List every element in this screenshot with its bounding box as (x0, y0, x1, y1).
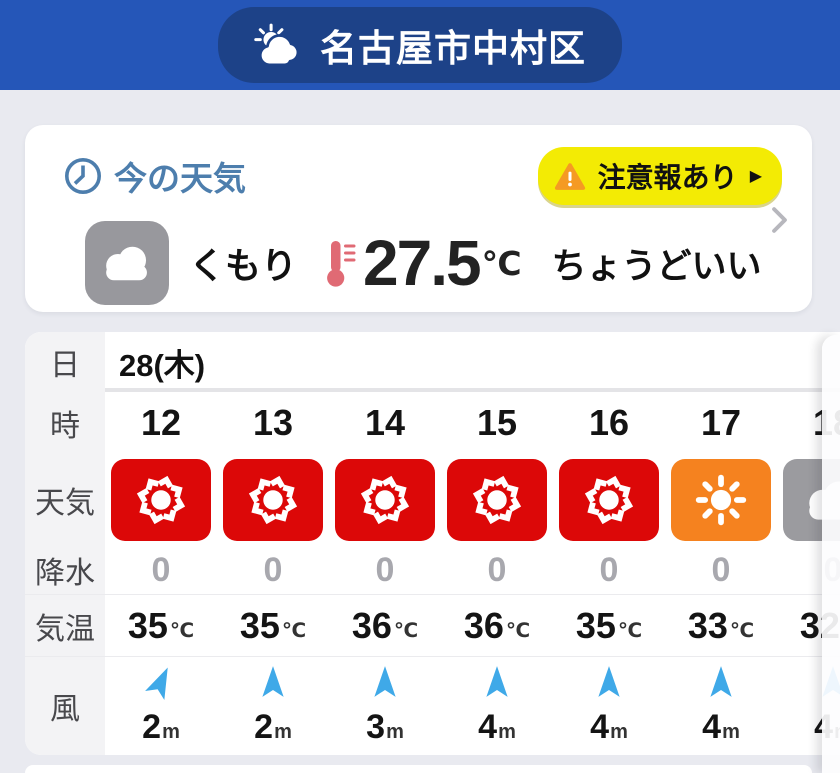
wind-speed: 2 (142, 708, 162, 746)
cloud-icon (106, 246, 147, 281)
sun-icon (671, 458, 771, 541)
pinwheel-sun-icon (559, 458, 659, 541)
wind-unit: m (274, 721, 292, 743)
hour-value: 15 (476, 402, 518, 443)
temp-unit: ℃ (169, 619, 195, 642)
pinwheel-sun-icon (447, 458, 547, 541)
precip-value: 0 (263, 550, 283, 589)
wind-speed: 2 (254, 708, 274, 746)
forecast-precip-row: 降水 0 0 0 0 0 0 0 (25, 545, 840, 595)
temp-unit: ℃ (617, 619, 643, 642)
wind-arrow-icon (145, 667, 168, 700)
wind-unit: m (162, 721, 180, 743)
right-edge-panel (822, 335, 840, 773)
current-condition-label: くもり (189, 245, 298, 286)
hour-value: 14 (364, 402, 406, 443)
forecast-temp-row: 気温 35℃ 35℃ 36℃ 36℃ 35℃ 33℃ 32℃ (25, 595, 840, 657)
hourly-forecast-table[interactable]: 日 28(木) 時 12 13 14 15 16 17 18 天気 (25, 332, 840, 755)
thermometer-icon (327, 241, 356, 287)
section-title: 今の天気 (63, 152, 246, 200)
temp-value: 36 (351, 605, 392, 646)
forecast-hour-row: 時 12 13 14 15 16 17 18 (25, 392, 840, 454)
advisory-label: 注意報あり (597, 162, 738, 193)
wind-unit: m (610, 721, 628, 743)
pinwheel-sun-icon (335, 458, 435, 541)
precip-value: 0 (599, 550, 619, 589)
temp-unit: ℃ (505, 619, 531, 642)
current-temperature-value: 27.5 (363, 227, 482, 299)
pinwheel-sun-icon (111, 458, 211, 541)
comfort-comment: ちょうどいい (551, 246, 762, 286)
precip-value: 0 (151, 550, 171, 589)
row-label-wind: 風 (25, 657, 105, 755)
wind-arrow-icon (374, 666, 396, 697)
temp-unit: ℃ (729, 619, 755, 642)
wind-speed: 3 (366, 708, 386, 746)
row-label-weather: 天気 (25, 454, 105, 545)
current-weather-card[interactable]: 今の天気 注意報あり ▶ くもり (25, 125, 812, 312)
location-button[interactable]: 名古屋市中村区 (218, 7, 622, 83)
hour-value: 12 (140, 402, 182, 443)
temp-value: 36 (463, 605, 504, 646)
app-header: 名古屋市中村区 (0, 0, 840, 90)
forecast-date-row: 日 28(木) (25, 332, 840, 392)
wind-arrow-icon (486, 666, 508, 697)
wind-unit: m (722, 721, 740, 743)
precip-value: 0 (487, 550, 507, 589)
temp-unit: ℃ (281, 619, 307, 642)
row-label-temp: 気温 (25, 595, 105, 657)
temp-value: 35 (239, 605, 280, 646)
warning-triangle-icon (554, 162, 585, 190)
row-label-hour: 時 (25, 392, 105, 454)
precip-value: 0 (375, 550, 395, 589)
next-section-card-top (25, 765, 812, 773)
location-label: 名古屋市中村区 (320, 28, 586, 69)
row-label-day: 日 (25, 332, 105, 392)
wind-arrow-icon (710, 666, 732, 697)
chevron-right-icon[interactable] (771, 207, 788, 233)
sun-behind-cloud-icon (254, 23, 300, 67)
wind-speed: 4 (590, 708, 610, 746)
hour-value: 17 (700, 402, 742, 443)
advisory-arrow-icon: ▶ (749, 168, 762, 185)
wind-unit: m (498, 721, 516, 743)
temp-value: 35 (575, 605, 616, 646)
precip-value: 0 (711, 550, 731, 589)
pinwheel-sun-icon (223, 458, 323, 541)
temp-unit: ℃ (393, 619, 419, 642)
wind-unit: m (386, 721, 404, 743)
hour-value: 16 (588, 402, 630, 443)
temp-value: 35 (127, 605, 168, 646)
advisory-badge[interactable]: 注意報あり ▶ (537, 147, 782, 205)
temp-value: 33 (687, 605, 728, 646)
row-label-precip: 降水 (25, 545, 105, 595)
wind-speed: 4 (702, 708, 722, 746)
section-title-label: 今の天気 (114, 160, 246, 197)
current-temperature-unit: ℃ (481, 244, 522, 282)
wind-speed: 4 (478, 708, 498, 746)
forecast-wind-row: 風 2m 2m 3m 4m 4m 4m 4m (25, 657, 840, 755)
wind-arrow-icon (262, 666, 284, 697)
hour-value: 13 (252, 402, 294, 443)
forecast-weather-row: 天気 (25, 454, 840, 545)
wind-arrow-icon (598, 666, 620, 697)
current-condition-icon-box (85, 221, 169, 305)
clock-icon (64, 157, 102, 195)
forecast-date: 28(木) (119, 347, 206, 383)
